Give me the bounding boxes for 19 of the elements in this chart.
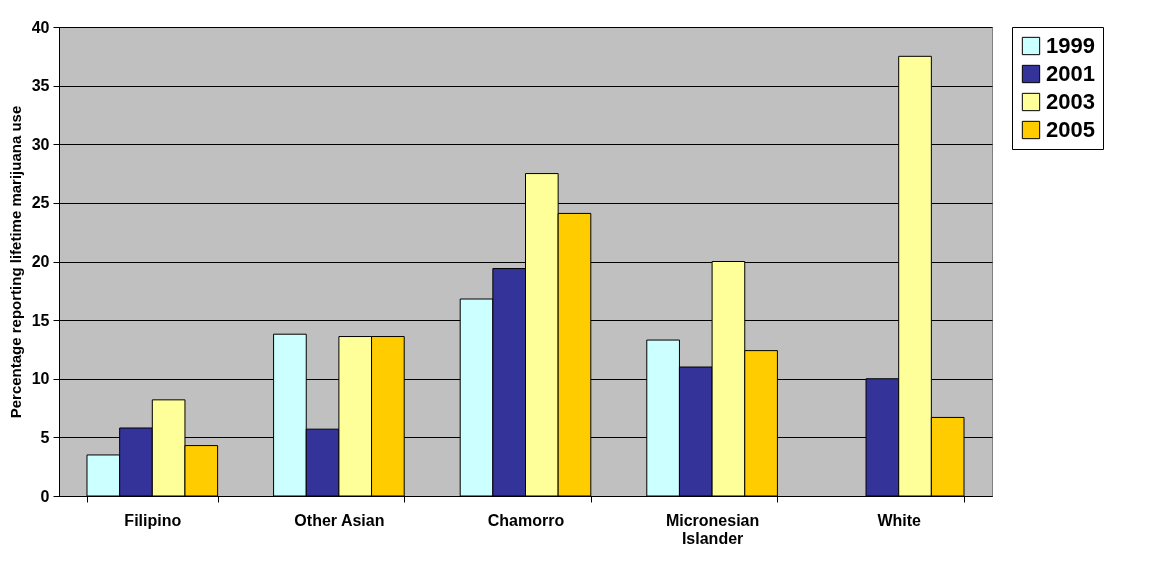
- y-tick-label: 0: [40, 487, 50, 505]
- y-tick-label: 25: [31, 194, 50, 212]
- x-tick-label: Chamorro: [487, 511, 565, 529]
- legend-label: 2001: [1046, 61, 1095, 86]
- x-tick-label: Other Asian: [294, 511, 385, 529]
- y-tick-label: 10: [31, 370, 50, 388]
- legend-label: 1999: [1046, 33, 1095, 58]
- x-tick-label: Micronesian Islander: [665, 511, 760, 547]
- x-tick-label: Filipino: [124, 511, 182, 529]
- x-tick-label: White: [877, 511, 922, 529]
- y-tick-label: 35: [31, 77, 50, 95]
- y-tick-label: 40: [31, 18, 50, 36]
- y-tick-label: 5: [40, 428, 50, 446]
- y-axis-title: Percentage reporting lifetime marijuana use: [6, 105, 24, 419]
- y-tick-label: 30: [31, 135, 50, 153]
- y-tick-label: 15: [31, 311, 50, 329]
- legend-label: 2003: [1046, 89, 1095, 114]
- y-tick-label: 20: [31, 253, 50, 270]
- legend-label: 2005: [1046, 117, 1095, 142]
